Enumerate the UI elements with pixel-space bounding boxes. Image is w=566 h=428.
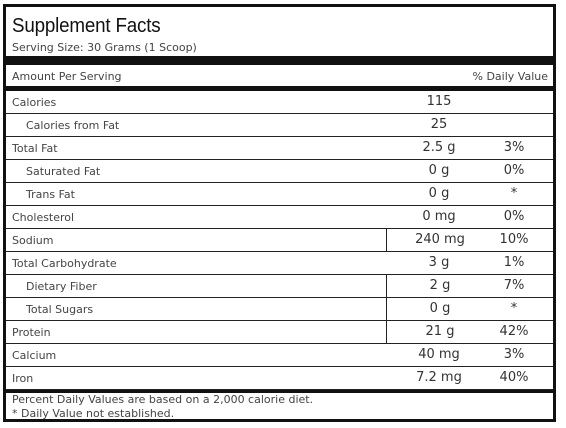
nutrient-label: Dietary Fiber bbox=[26, 280, 97, 293]
nutrient-label: Trans Fat bbox=[26, 188, 75, 201]
nutrient-daily-value: * bbox=[510, 186, 518, 201]
nutrient-amount: 3 g bbox=[428, 255, 450, 270]
nutrient-row-sodium: Sodium 240 mg 10% bbox=[6, 229, 553, 252]
nutrient-label: Protein bbox=[12, 326, 51, 339]
nutrient-row-iron: Iron 7.2 mg 40% bbox=[6, 367, 553, 390]
panel-title: Supplement Facts bbox=[12, 15, 161, 37]
nutrient-amount: 0 mg bbox=[422, 209, 456, 224]
nutrient-amount: 240 mg bbox=[386, 229, 493, 251]
nutrient-daily-value: 42% bbox=[499, 324, 529, 339]
thick-divider bbox=[6, 56, 553, 65]
nutrient-row-total-sugars: Total Sugars 0 g * bbox=[6, 298, 553, 321]
nutrient-label: Total Carbohydrate bbox=[12, 257, 117, 270]
nutrient-row-cholesterol: Cholesterol 0 mg 0% bbox=[6, 206, 553, 229]
supplement-facts-panel: Supplement Facts Serving Size: 30 Grams … bbox=[3, 4, 556, 422]
nutrient-daily-value: 10% bbox=[499, 232, 529, 247]
nutrient-daily-value: 1% bbox=[503, 255, 525, 270]
nutrient-label: Sodium bbox=[12, 234, 54, 247]
nutrient-row-total-carbohydrate: Total Carbohydrate 3 g 1% bbox=[6, 252, 553, 275]
nutrient-daily-value: * bbox=[510, 301, 518, 316]
nutrient-row-trans-fat: Trans Fat 0 g * bbox=[6, 183, 553, 206]
nutrient-amount: 115 bbox=[426, 94, 452, 109]
amount-per-serving-label: Amount Per Serving bbox=[12, 70, 122, 83]
nutrient-row-saturated-fat: Saturated Fat 0 g 0% bbox=[6, 160, 553, 183]
nutrient-label: Calcium bbox=[12, 349, 57, 362]
nutrient-row-calories: Calories 115 bbox=[6, 91, 553, 114]
nutrient-amount: 21 g bbox=[386, 321, 493, 343]
nutrient-label: Total Sugars bbox=[26, 303, 94, 316]
serving-size: Serving Size: 30 Grams (1 Scoop) bbox=[12, 41, 197, 54]
daily-value-label: % Daily Value bbox=[472, 70, 549, 83]
footnote-not-established: * Daily Value not established. bbox=[12, 407, 175, 420]
nutrient-row-dietary-fiber: Dietary Fiber 2 g 7% bbox=[6, 275, 553, 298]
nutrient-amount: 0 g bbox=[428, 186, 450, 201]
nutrient-amount: 40 mg bbox=[418, 347, 460, 362]
nutrient-amount: 25 bbox=[430, 117, 448, 132]
nutrient-amount: 7.2 mg bbox=[416, 370, 462, 385]
nutrient-label: Cholesterol bbox=[12, 211, 75, 224]
footnote-daily-values: Percent Daily Values are based on a 2,00… bbox=[12, 393, 314, 406]
nutrient-amount: 0 g bbox=[386, 298, 493, 320]
nutrient-label: Calories bbox=[12, 96, 57, 109]
nutrient-amount: 0 g bbox=[428, 163, 450, 178]
nutrient-daily-value: 0% bbox=[503, 163, 525, 178]
nutrient-daily-value: 0% bbox=[503, 209, 525, 224]
nutrient-amount: 2 g bbox=[386, 275, 493, 297]
nutrient-label: Calories from Fat bbox=[26, 119, 120, 132]
medium-divider bbox=[6, 86, 553, 91]
nutrient-label: Total Fat bbox=[12, 142, 58, 155]
nutrient-label: Saturated Fat bbox=[26, 165, 101, 178]
nutrient-daily-value: 7% bbox=[503, 278, 525, 293]
nutrient-daily-value: 3% bbox=[503, 140, 525, 155]
nutrient-row-calories-from-fat: Calories from Fat 25 bbox=[6, 114, 553, 137]
nutrient-row-calcium: Calcium 40 mg 3% bbox=[6, 344, 553, 367]
column-header: Amount Per Serving % Daily Value bbox=[6, 65, 553, 86]
bottom-divider bbox=[6, 390, 553, 393]
nutrient-amount: 2.5 g bbox=[422, 140, 456, 155]
nutrient-daily-value: 40% bbox=[499, 370, 529, 385]
nutrient-daily-value: 3% bbox=[503, 347, 525, 362]
nutrient-rows: Calories 115 Calories from Fat 25 Total … bbox=[6, 91, 553, 390]
nutrient-row-total-fat: Total Fat 2.5 g 3% bbox=[6, 137, 553, 160]
nutrient-row-protein: Protein 21 g 42% bbox=[6, 321, 553, 344]
nutrient-label: Iron bbox=[12, 372, 34, 385]
